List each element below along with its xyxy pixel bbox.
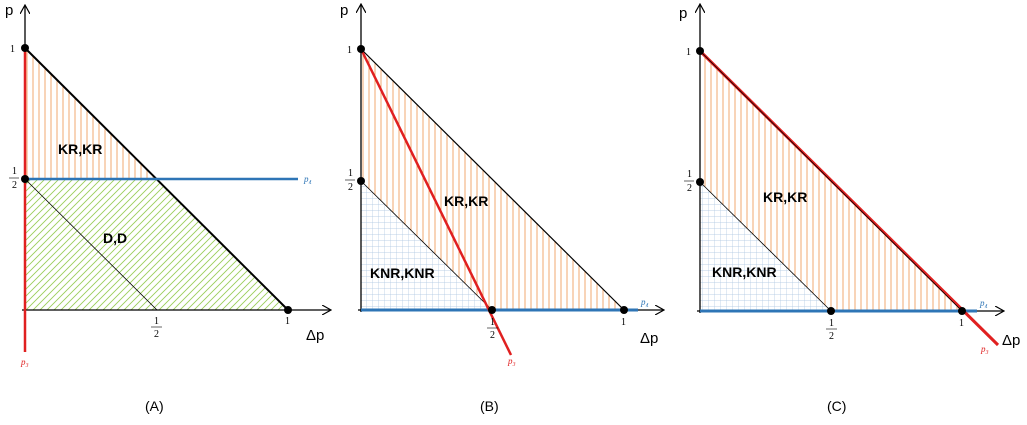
tick-half-num: 1 — [12, 166, 17, 177]
point — [284, 306, 292, 314]
tick-one: 1 — [285, 316, 290, 327]
tick-half-num: 1 — [154, 316, 159, 327]
region-label-kr-kr: KR,KR — [444, 193, 488, 209]
inner-diagonal — [24, 178, 158, 311]
region-label-knr-knr: KNR,KNR — [712, 264, 777, 280]
y-axis-label: p — [340, 2, 348, 19]
tick-one: 1 — [621, 317, 626, 328]
tick-one: 1 — [347, 45, 352, 56]
p3-label: p₃ — [507, 356, 516, 366]
tick-one: 1 — [10, 44, 15, 55]
panel-c: p Δp 1 1 2 1 2 1 p₄ p₃ KR,KR KNR,KNR (C) — [679, 5, 1020, 414]
inner-diagonal — [360, 180, 493, 311]
point — [958, 307, 966, 315]
inner-diagonal — [699, 181, 832, 312]
x-axis-label: Δp — [306, 327, 324, 344]
p3-label: p₃ — [980, 344, 989, 354]
point — [488, 306, 496, 314]
y-axis-label: p — [679, 5, 687, 22]
p3-line — [359, 48, 513, 356]
y-axis-label: p — [5, 2, 13, 19]
boundary-line — [360, 48, 625, 311]
p4-label: p₄ — [979, 298, 988, 308]
tick-one: 1 — [959, 318, 964, 329]
region-label-knr-knr: KNR,KNR — [370, 265, 435, 281]
boundary-line — [699, 50, 963, 312]
tick-half-den: 2 — [348, 182, 353, 193]
p4-label: p₄ — [303, 174, 312, 184]
tick-one: 1 — [686, 47, 691, 58]
tick-half-den: 2 — [687, 183, 692, 194]
x-axis-label: Δp — [640, 330, 658, 347]
point — [696, 47, 704, 55]
tick-half-num: 1 — [348, 168, 353, 179]
caption-c: (C) — [827, 398, 846, 414]
p4-label: p₄ — [640, 297, 649, 307]
point — [696, 178, 704, 186]
caption-b: (B) — [480, 398, 499, 414]
point — [827, 307, 835, 315]
region-label-kr-kr: KR,KR — [58, 141, 102, 157]
tick-half-den: 2 — [154, 329, 159, 340]
tick-half-den: 2 — [829, 331, 834, 342]
tick-half-den: 2 — [490, 330, 495, 341]
point — [357, 45, 365, 53]
tick-half-num: 1 — [490, 317, 495, 328]
region-d-d — [25, 179, 288, 310]
region-label-kr-kr: KR,KR — [763, 189, 807, 205]
caption-a: (A) — [145, 398, 164, 414]
tick-half-num: 1 — [829, 318, 834, 329]
x-axis-label: Δp — [1002, 332, 1020, 349]
region-label-d-d: D,D — [103, 230, 127, 246]
panel-a: p Δp 1 1 2 1 2 1 p₄ p₃ KR,KR D,D (A) — [5, 2, 330, 414]
tick-half-den: 2 — [12, 180, 17, 191]
tick-half-num: 1 — [687, 169, 692, 180]
point — [357, 177, 365, 185]
point — [21, 175, 29, 183]
p3-label: p₃ — [20, 357, 29, 367]
point — [21, 44, 29, 52]
point — [620, 306, 628, 314]
panel-b: p Δp 1 1 2 1 2 1 p₄ p₃ KR,KR KNR,KNR (B) — [340, 2, 663, 414]
